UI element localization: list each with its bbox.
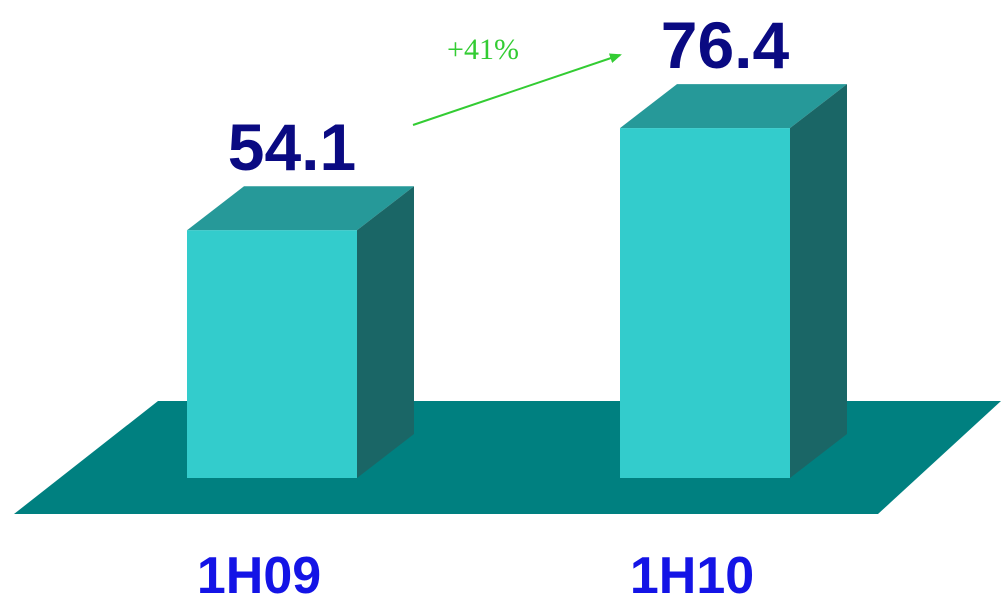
bar-side-face [357,186,414,479]
bar-front-face [620,128,790,478]
value-label: 76.4 [661,8,790,82]
growth-arrow [412,53,622,126]
bar-1H09 [187,186,414,479]
category-label: 1H09 [197,547,321,598]
bar-side-face [790,84,847,478]
bar-top-face [187,186,414,231]
bar-1H10 [620,84,847,478]
category-label: 1H10 [630,547,754,598]
bar-top-face [620,84,847,129]
chart-floor [14,401,1001,514]
bar-front-face [187,230,357,478]
growth-annotation: +41% [447,33,519,66]
value-label: 54.1 [228,110,356,184]
